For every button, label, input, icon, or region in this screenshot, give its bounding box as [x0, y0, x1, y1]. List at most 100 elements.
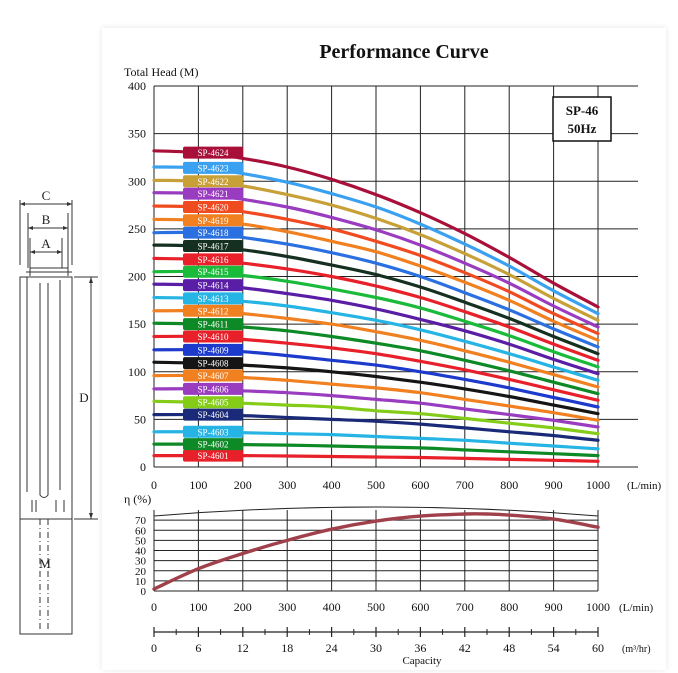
legend-swatch	[183, 396, 243, 409]
legend-label: SP-4608	[197, 359, 229, 369]
legend-swatch	[183, 161, 243, 174]
model-box: SP-46 50Hz	[552, 96, 612, 142]
head-y-tick-label: 50	[134, 412, 146, 426]
legend-item-sp-4615: SP-4615	[183, 265, 243, 278]
eff-y-tick-label: 0	[141, 586, 147, 598]
legend-item-sp-4611: SP-4611	[183, 318, 243, 331]
legend-item-sp-4609: SP-4609	[183, 343, 243, 356]
legend-label: SP-4612	[197, 306, 228, 316]
eff-y-axis-label: η (%)	[124, 492, 151, 506]
capacity-axis: 0 6 12 18 24 30 36 42 48 54 60	[151, 627, 604, 655]
legend-swatch	[183, 343, 243, 356]
eff-x-tick-label: 400	[323, 600, 341, 614]
eff-x-unit: (L/min)	[619, 602, 654, 614]
legend-item-sp-4612: SP-4612	[183, 304, 243, 317]
head-y-tick-label: 0	[140, 460, 146, 474]
eff-top-arc	[153, 506, 599, 517]
head-y-tick-label: 200	[128, 270, 146, 284]
legend-item-sp-4603: SP-4603	[183, 425, 243, 438]
legend-label: SP-4624	[197, 148, 229, 158]
dim-label-b: B	[42, 212, 51, 227]
legend-swatch	[183, 357, 243, 370]
dim-label-m: M	[39, 556, 51, 571]
legend-swatch	[183, 146, 243, 159]
capacity-tick-label: 36	[414, 641, 426, 655]
eff-y-tick-label: 50	[135, 535, 147, 547]
legend-label: SP-4623	[197, 163, 229, 173]
legend-item-sp-4610: SP-4610	[183, 330, 243, 343]
head-x-tick-label: 900	[545, 478, 563, 492]
legend-item-sp-4606: SP-4606	[183, 382, 243, 395]
dim-label-d: D	[79, 390, 88, 405]
capacity-unit: (m³/hr)	[622, 644, 651, 655]
legend-label: SP-4602	[197, 440, 228, 450]
legend-label: SP-4610	[197, 332, 229, 342]
legend-label: SP-4611	[198, 320, 229, 330]
head-y-ticks: 0 50 100 150 200 250 300 350 400	[128, 79, 146, 474]
capacity-tick-label: 30	[370, 641, 382, 655]
legend-label: SP-4622	[197, 177, 228, 187]
capacity-tick-label: 6	[195, 641, 201, 655]
dim-label-a: A	[41, 236, 51, 251]
legend-label: SP-4615	[197, 267, 229, 277]
legend-label: SP-4616	[197, 255, 229, 265]
eff-grid	[153, 506, 599, 592]
pump-body	[19, 276, 73, 520]
legend-swatch	[183, 187, 243, 200]
eff-x-tick-label: 1000	[586, 600, 610, 614]
head-y-tick-label: 150	[128, 317, 146, 331]
head-y-tick-label: 400	[128, 79, 146, 93]
legend-swatch	[183, 330, 243, 343]
legend-label: SP-4621	[197, 189, 228, 199]
capacity-tick-label: 24	[326, 641, 338, 655]
capacity-tick-label: 60	[592, 641, 604, 655]
head-x-tick-label: 100	[189, 478, 207, 492]
eff-x-tick-label: 800	[500, 600, 518, 614]
legend-item-sp-4624: SP-4624	[183, 146, 243, 159]
chart-title: Performance Curve	[319, 41, 488, 63]
legend-swatch	[183, 200, 243, 213]
dim-label-c: C	[42, 188, 51, 203]
legend-swatch	[183, 279, 243, 292]
capacity-tick-label: 18	[281, 641, 293, 655]
legend-item-sp-4618: SP-4618	[183, 226, 243, 239]
head-x-tick-label: 0	[151, 478, 157, 492]
legend-label: SP-4601	[197, 451, 228, 461]
legend-item-sp-4607: SP-4607	[183, 369, 243, 382]
legend-swatch	[183, 304, 243, 317]
legend-item-sp-4620: SP-4620	[183, 200, 243, 213]
head-y-tick-label: 350	[128, 127, 146, 141]
legend-item-sp-4613: SP-4613	[183, 292, 243, 305]
legend-label: SP-4603	[197, 427, 229, 437]
eff-curve	[152, 512, 600, 591]
legend-item-sp-4619: SP-4619	[183, 214, 243, 227]
model-frequency: 50Hz	[568, 121, 597, 136]
legend-item-sp-4604: SP-4604	[183, 408, 243, 421]
legend-label: SP-4614	[197, 281, 229, 291]
legend-label: SP-4619	[197, 216, 229, 226]
legend-label: SP-4617	[197, 242, 229, 252]
eff-x-tick-label: 900	[545, 600, 563, 614]
eff-x-tick-label: 100	[189, 600, 207, 614]
head-x-unit: (L/min)	[627, 480, 662, 492]
capacity-tick-label: 0	[151, 641, 157, 655]
motor-body	[19, 518, 73, 635]
legend-swatch	[183, 369, 243, 382]
eff-y-tick-label: 60	[135, 525, 147, 537]
legend-swatch	[183, 214, 243, 227]
legend-item-sp-4623: SP-4623	[183, 161, 243, 174]
eff-x-tick-label: 700	[456, 600, 474, 614]
legend-label: SP-4605	[197, 398, 229, 408]
legend-item-sp-4617: SP-4617	[183, 240, 243, 253]
eff-x-ticks: 0 100 200 300 400 500 600 700 800 900 1000	[151, 600, 610, 614]
efficiency-curve	[152, 512, 600, 591]
legend-label: SP-4606	[197, 384, 229, 394]
head-x-tick-label: 200	[234, 478, 252, 492]
head-x-tick-label: 300	[278, 478, 296, 492]
legend-swatch	[183, 449, 243, 462]
legend-item-sp-4601: SP-4601	[183, 449, 243, 462]
head-y-tick-label: 250	[128, 222, 146, 236]
eff-y-tick-label: 30	[135, 556, 147, 568]
legend-item-sp-4622: SP-4622	[183, 175, 243, 188]
